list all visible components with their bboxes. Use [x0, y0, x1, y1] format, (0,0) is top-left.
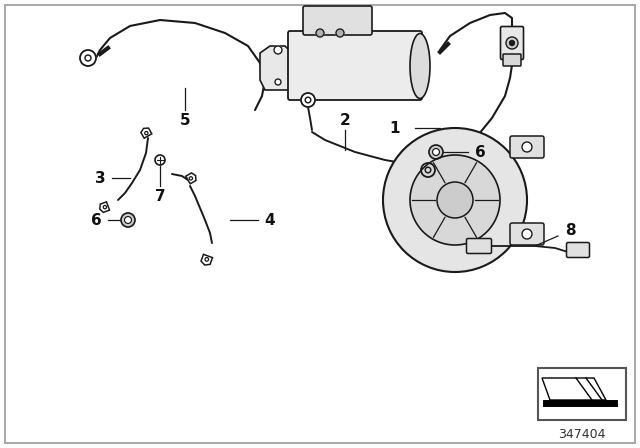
FancyBboxPatch shape — [303, 6, 372, 35]
Circle shape — [433, 148, 440, 155]
Polygon shape — [260, 46, 295, 90]
FancyBboxPatch shape — [510, 136, 544, 158]
Circle shape — [437, 182, 473, 218]
FancyBboxPatch shape — [288, 31, 422, 100]
Circle shape — [80, 50, 96, 66]
Circle shape — [275, 79, 281, 85]
Circle shape — [506, 37, 518, 49]
Text: 2: 2 — [340, 112, 350, 128]
Circle shape — [155, 155, 165, 165]
FancyBboxPatch shape — [467, 238, 492, 254]
Circle shape — [301, 93, 315, 107]
Circle shape — [421, 163, 435, 177]
Text: 5: 5 — [180, 112, 190, 128]
Circle shape — [336, 29, 344, 37]
Text: 6: 6 — [475, 145, 485, 159]
Circle shape — [125, 216, 131, 224]
Circle shape — [316, 29, 324, 37]
Bar — [538, 368, 626, 420]
Text: 4: 4 — [265, 212, 275, 228]
FancyBboxPatch shape — [503, 54, 521, 66]
Polygon shape — [201, 254, 212, 265]
Ellipse shape — [410, 34, 430, 99]
Text: 6: 6 — [91, 212, 101, 228]
Text: 1: 1 — [390, 121, 400, 135]
Polygon shape — [141, 128, 152, 138]
Circle shape — [383, 128, 527, 272]
Polygon shape — [100, 202, 109, 212]
Text: 347404: 347404 — [558, 428, 605, 441]
Polygon shape — [186, 173, 196, 184]
Circle shape — [429, 145, 443, 159]
Text: 8: 8 — [564, 223, 575, 237]
Circle shape — [274, 46, 282, 54]
Circle shape — [522, 229, 532, 239]
Circle shape — [121, 213, 135, 227]
Polygon shape — [542, 378, 606, 400]
FancyBboxPatch shape — [510, 223, 544, 245]
Circle shape — [410, 155, 500, 245]
Circle shape — [522, 142, 532, 152]
Text: 3: 3 — [95, 171, 106, 185]
Text: 7: 7 — [155, 189, 165, 203]
FancyBboxPatch shape — [566, 242, 589, 258]
FancyBboxPatch shape — [500, 26, 524, 60]
Circle shape — [509, 40, 515, 46]
